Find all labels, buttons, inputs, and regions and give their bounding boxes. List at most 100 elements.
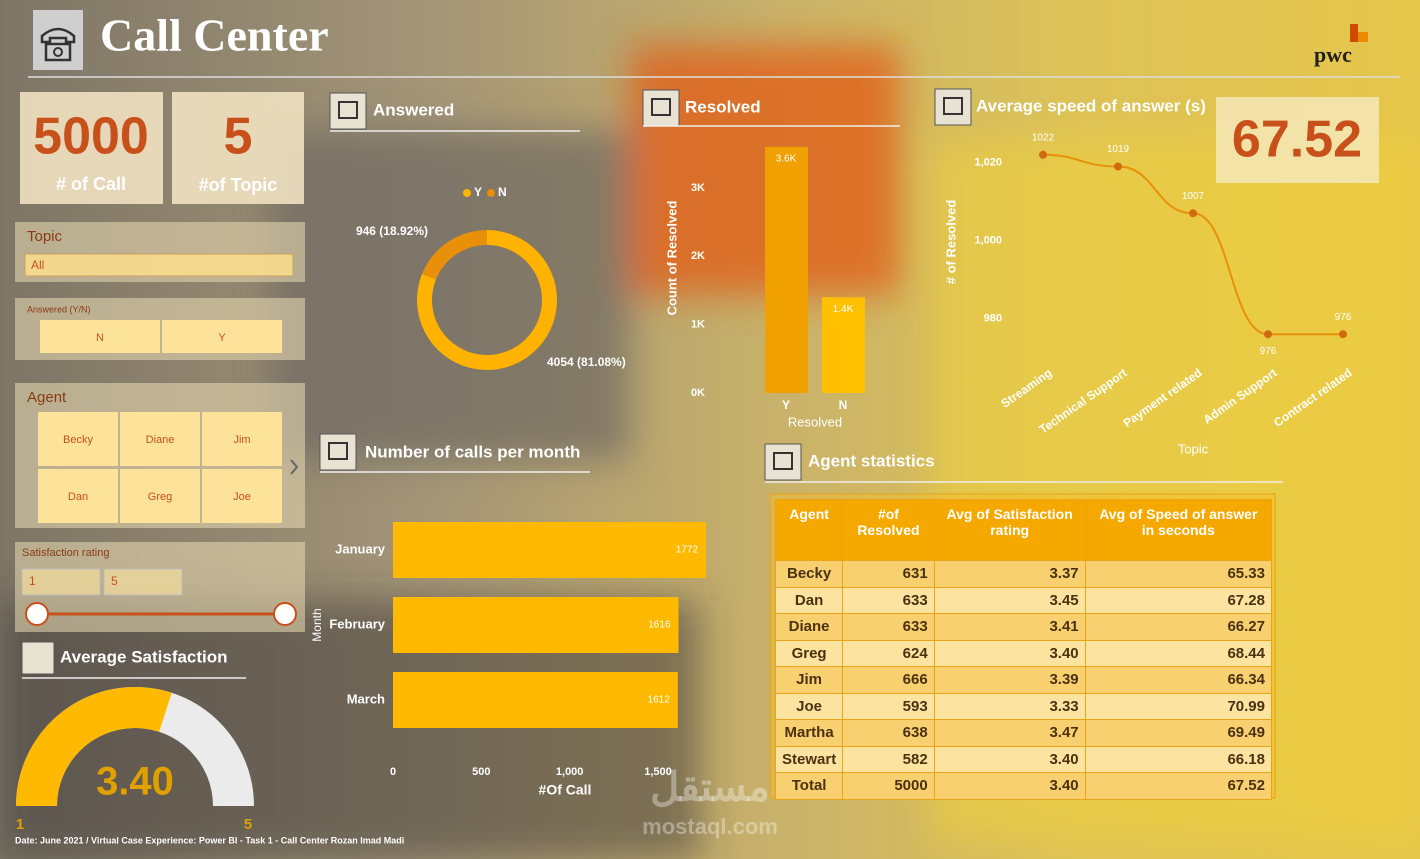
slicer-option: Greg: [148, 491, 172, 503]
slicer-option: Joe: [233, 491, 251, 503]
table-row: Dan 633 3.45 67.28: [774, 586, 1273, 614]
logo: pwc: [1314, 42, 1352, 67]
watermark: mostaql.com: [642, 814, 778, 839]
dropdown[interactable]: [24, 253, 294, 277]
y-tick-label: 3K: [691, 182, 705, 194]
x-tick-label: N: [839, 398, 848, 412]
card-value: 5000: [33, 108, 149, 166]
table-cell: 3.40: [933, 772, 1086, 800]
scroll-chevron[interactable]: [290, 459, 299, 475]
x-tick-label: 0: [390, 766, 396, 778]
slicer-button[interactable]: [120, 412, 200, 466]
table-cell: 633: [842, 613, 935, 641]
data-label: 976: [1260, 346, 1277, 357]
gauge-fill: [16, 686, 172, 806]
slicer-button[interactable]: [38, 412, 118, 466]
panel: [20, 92, 163, 204]
range-value: 1: [29, 574, 36, 588]
table-cell: 3.47: [933, 719, 1086, 747]
table-cell: Diane: [774, 613, 844, 641]
agent-table: Agent #of Resolved Avg of Satisfaction rat…: [774, 499, 1273, 800]
page-title: Call Center: [100, 10, 329, 61]
section-icon-glyph: [943, 97, 963, 115]
table-row: Stewart 582 3.40 66.18: [774, 745, 1273, 773]
table-row: Total 5000 3.40 67.52: [774, 772, 1273, 800]
y-tick-label: 1,000: [974, 235, 1002, 247]
legend-swatch: [463, 189, 471, 197]
section-icon: [934, 88, 972, 126]
table-cell: 582: [842, 745, 935, 773]
point: [1339, 330, 1347, 339]
y-axis-label: Count of Resolved: [664, 201, 679, 316]
x-axis-label: Resolved: [788, 414, 842, 429]
table-cell: 66.34: [1084, 666, 1273, 694]
y-tick-label: 0K: [691, 387, 705, 399]
slicer-button[interactable]: [40, 320, 160, 353]
slicer-button[interactable]: [120, 469, 200, 523]
chart-title: Answered: [373, 100, 454, 119]
filter-label: Agent: [27, 389, 67, 406]
point: [1039, 150, 1047, 159]
data-label: 1772: [676, 545, 699, 556]
slicer-button[interactable]: [202, 412, 282, 466]
data-label: 976: [1335, 312, 1352, 323]
x-axis-label: Topic: [1178, 441, 1209, 456]
table-cell: 593: [842, 692, 935, 720]
data-label: 4054 (81.08%): [547, 355, 626, 369]
chart-title: Resolved: [685, 97, 761, 116]
panel: [1216, 97, 1379, 183]
table-cell: Greg: [774, 639, 844, 667]
bar: [393, 597, 679, 653]
section-icon-glyph: [328, 442, 348, 460]
slicer-button[interactable]: [162, 320, 282, 353]
section-icon: [329, 92, 367, 130]
y-tick-label: 1K: [691, 319, 705, 331]
range-box: [103, 568, 183, 596]
card-value: 5: [224, 108, 253, 166]
donut-slice: [422, 230, 487, 280]
slicer-button[interactable]: [202, 469, 282, 523]
table-cell: 5000: [842, 772, 935, 800]
table-cell: Joe: [774, 692, 844, 720]
data-label: 1612: [648, 695, 671, 706]
table-cell: 3.40: [933, 639, 1086, 667]
range-box: [21, 568, 101, 596]
column-header: Avg of Satisfaction rating: [933, 499, 1086, 561]
chart-title: Average speed of answer (s): [976, 96, 1206, 115]
dropdown-value: All: [31, 258, 44, 272]
data-label: 1019: [1107, 144, 1130, 155]
section-icon: [642, 89, 680, 127]
legend-label: N: [498, 185, 507, 199]
y-tick-label: 980: [984, 313, 1002, 325]
table-row: Martha 638 3.47 69.49: [774, 719, 1273, 747]
panel: [172, 92, 304, 204]
watermark: مستقل: [650, 766, 770, 810]
section-icon: [21, 641, 55, 675]
section-icon-glyph: [651, 98, 671, 116]
table-cell: 631: [842, 560, 935, 588]
table-row: Becky 631 3.37 65.33: [774, 560, 1273, 588]
y-axis-label: # of Resolved: [943, 200, 958, 285]
section-icon-glyph: [773, 452, 793, 470]
table-cell: 67.52: [1084, 772, 1273, 800]
table-cell: 65.33: [1084, 560, 1273, 588]
filter-label: Answered (Y/N): [27, 304, 91, 314]
table-row: Joe 593 3.33 70.99: [774, 692, 1273, 720]
table-cell: 666: [842, 666, 935, 694]
x-tick-label: 1,000: [556, 766, 584, 778]
table-cell: Stewart: [774, 745, 844, 773]
column-header: Agent: [774, 499, 844, 561]
slider-handle[interactable]: [25, 602, 49, 626]
table-cell: Dan: [774, 586, 844, 614]
table-cell: 633: [842, 586, 935, 614]
table-cell: Martha: [774, 719, 844, 747]
table-title: Agent statistics: [808, 451, 935, 470]
slicer-button[interactable]: [38, 469, 118, 523]
x-tick-label: 1,500: [644, 766, 672, 778]
table-cell: 3.39: [933, 666, 1086, 694]
filter-label: Topic: [27, 228, 63, 245]
point: [1114, 162, 1122, 171]
slider-handle[interactable]: [273, 602, 297, 626]
y-axis-label: Month: [310, 608, 324, 641]
